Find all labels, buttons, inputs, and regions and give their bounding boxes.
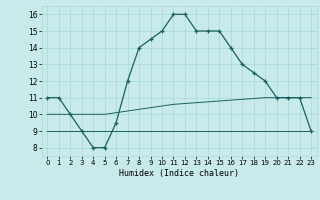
X-axis label: Humidex (Indice chaleur): Humidex (Indice chaleur) (119, 169, 239, 178)
